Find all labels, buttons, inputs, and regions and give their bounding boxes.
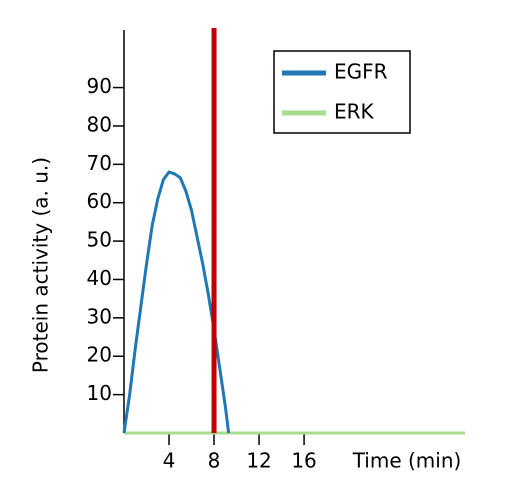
legend-box	[273, 50, 411, 134]
y-tick-label: 90	[87, 74, 112, 98]
legend-label: EGFR	[334, 60, 388, 84]
legend-label: ERK	[334, 100, 375, 124]
y-tick-label: 80	[87, 112, 112, 136]
x-tick-label: 12	[246, 449, 271, 473]
y-tick-label: 50	[87, 228, 112, 252]
y-tick-label: 30	[87, 304, 112, 328]
y-tick-label: 10	[87, 381, 112, 405]
x-tick-label: 16	[291, 449, 316, 473]
y-tick-label: 40	[87, 266, 112, 290]
y-axis-label: Protein activity (a. u.)	[29, 157, 53, 373]
x-tick-label: 8	[208, 449, 221, 473]
y-tick-label: 20	[87, 343, 112, 367]
x-axis-label: Time (min)	[352, 449, 462, 473]
x-tick-label: 4	[163, 449, 176, 473]
y-tick-label: 60	[87, 189, 112, 213]
y-tick-label: 70	[87, 151, 112, 175]
